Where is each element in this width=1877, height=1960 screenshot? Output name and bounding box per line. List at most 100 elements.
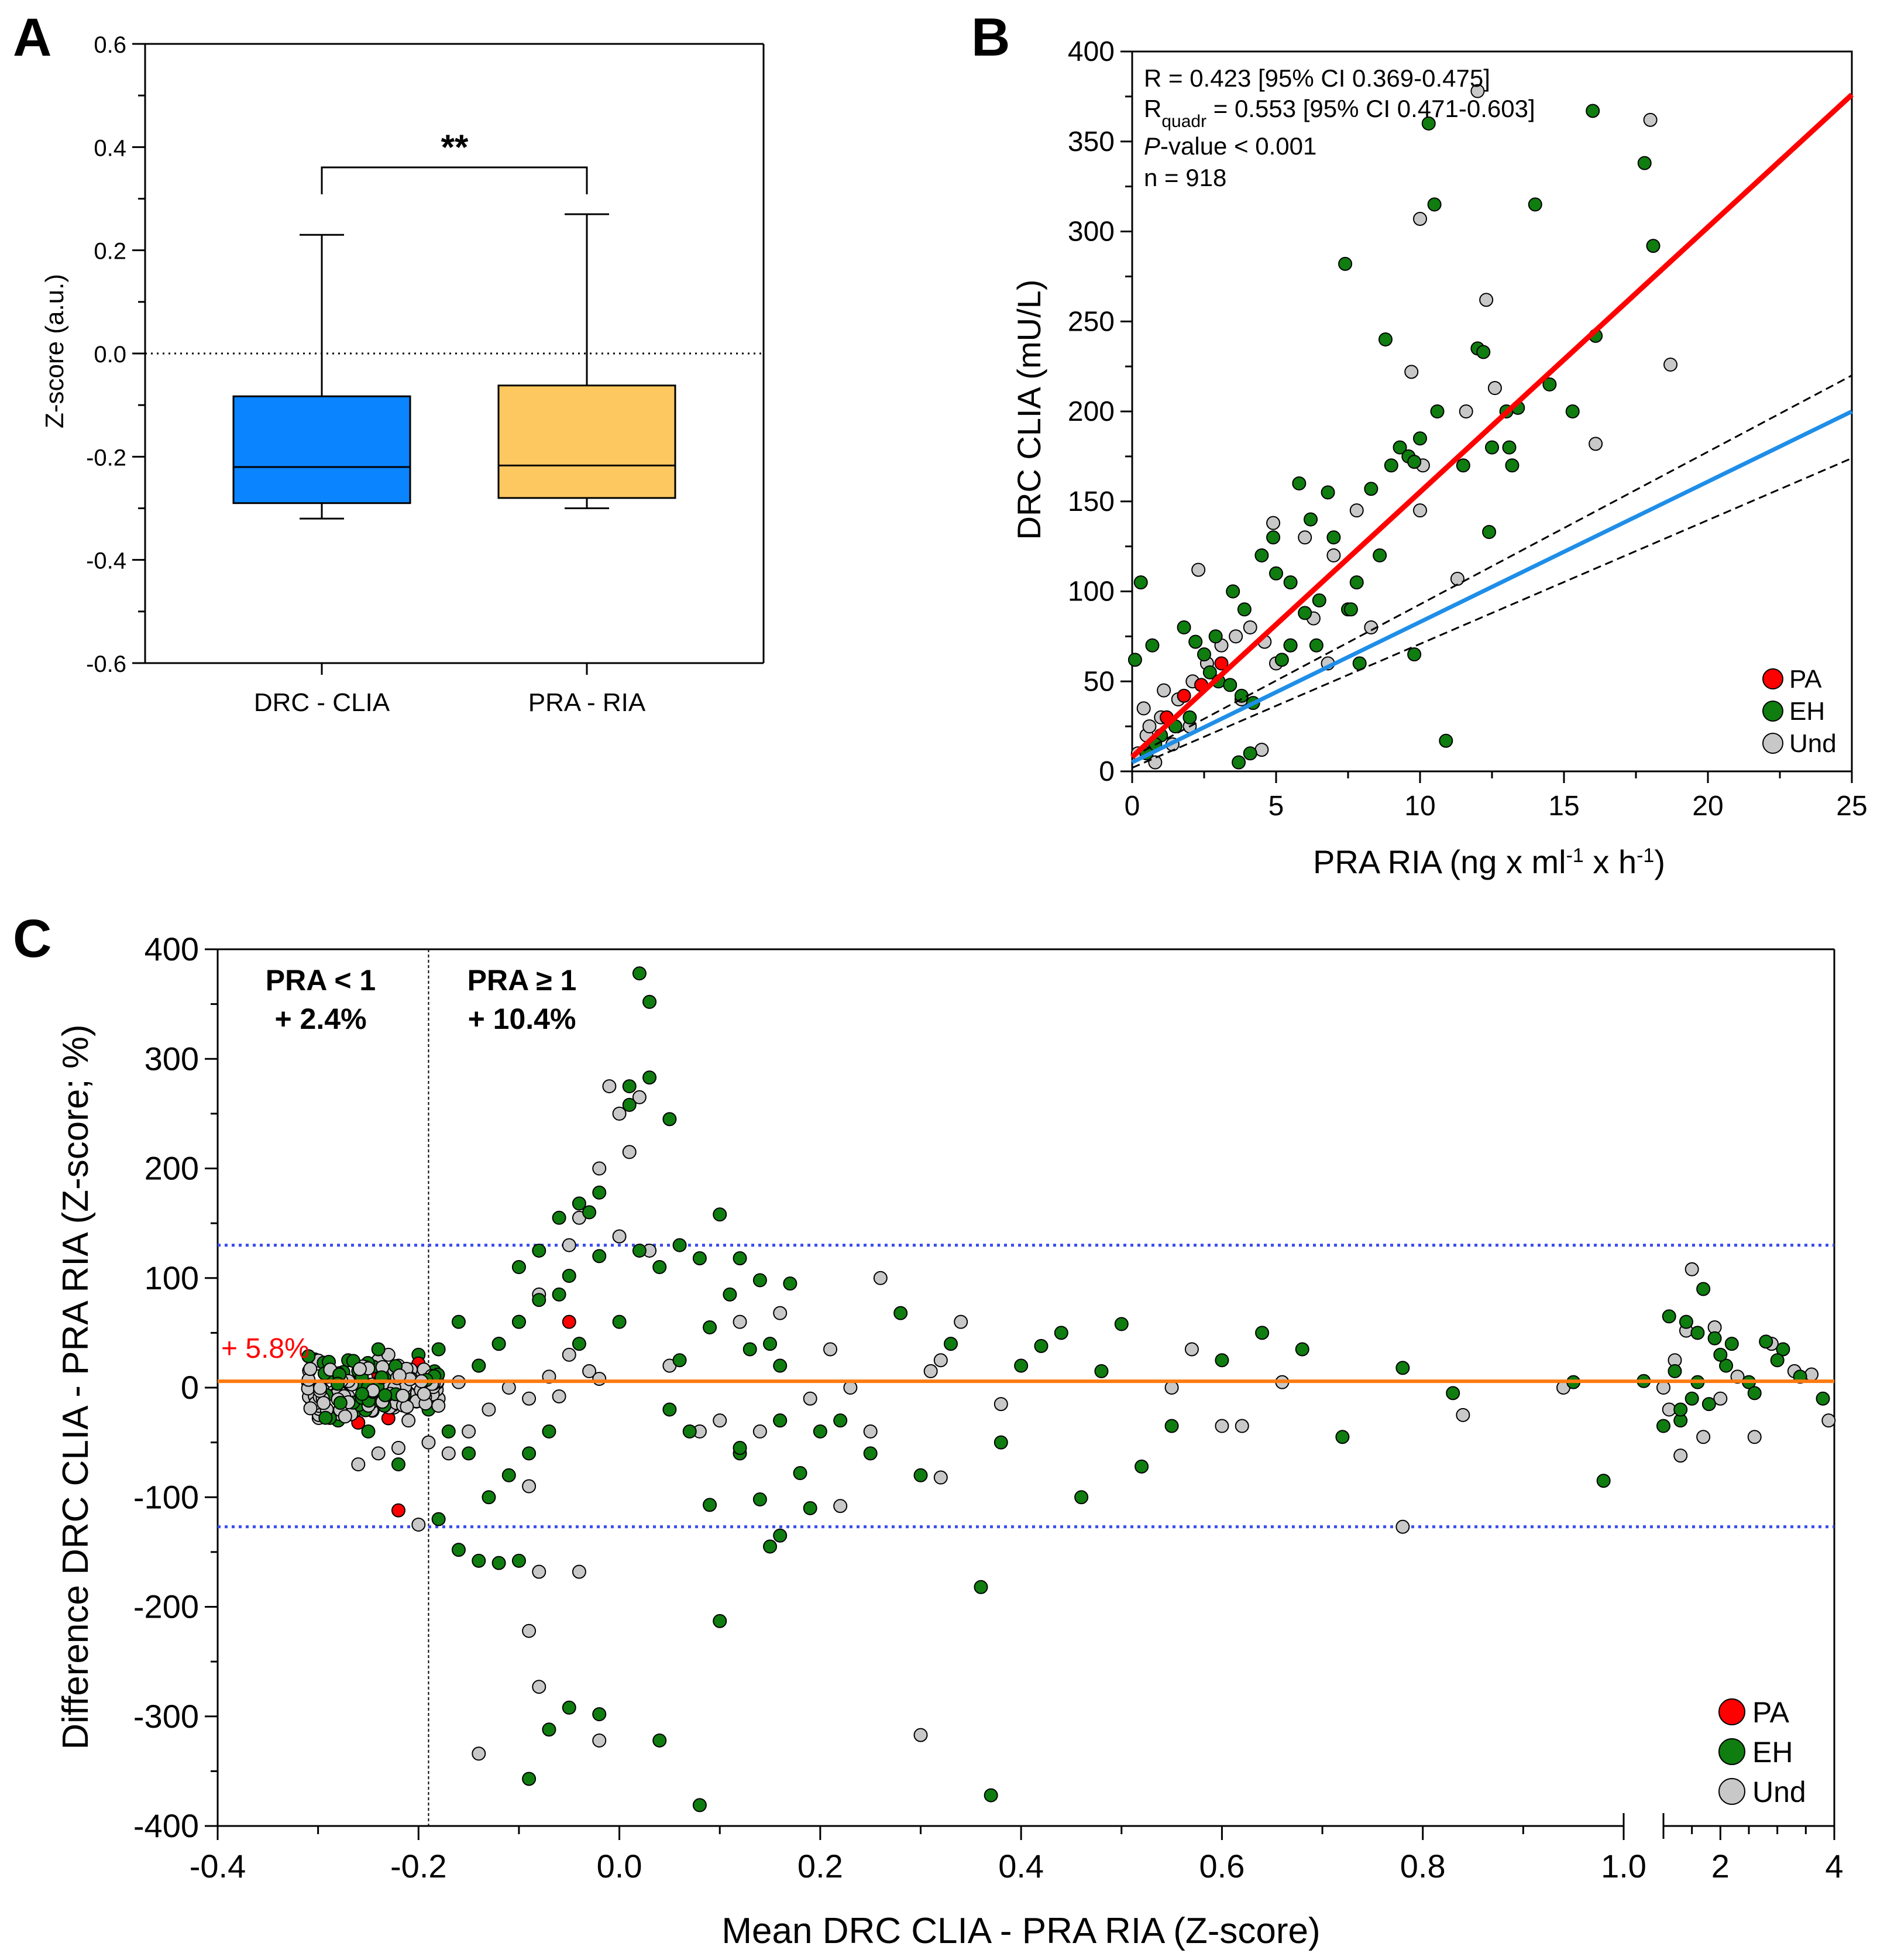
panel-b-label: B (971, 8, 1010, 67)
p-italic: P (1144, 132, 1160, 160)
linear-fit-line (1131, 409, 1853, 764)
point-eh (682, 1424, 697, 1439)
point-eh (1430, 404, 1445, 418)
y-tick-label: 0.2 (94, 239, 126, 265)
point-eh (1188, 634, 1203, 649)
point-und (1696, 1430, 1711, 1444)
y-tick-label: 0 (181, 1369, 199, 1406)
y-tick-label: 0.4 (94, 135, 126, 161)
point-eh (1237, 602, 1252, 617)
point-eh (1439, 733, 1453, 748)
point-eh (833, 1413, 848, 1428)
region-right-title: PRA ≥ 1 (467, 964, 577, 997)
point-eh (893, 1306, 908, 1320)
point-und (421, 1435, 436, 1450)
point-und (532, 1564, 546, 1579)
panel-a-label: A (13, 8, 51, 67)
legend-marker-und (1762, 733, 1783, 754)
y-tick-label: 0.6 (94, 32, 126, 58)
point-und (1148, 755, 1163, 770)
box-2 (497, 385, 676, 499)
y-tick-label: 200 (145, 1150, 199, 1187)
point-eh (1215, 1353, 1229, 1368)
point-eh (1759, 1334, 1773, 1349)
rq-prefix: R (1144, 95, 1161, 122)
ci-lower-line (1132, 457, 1852, 769)
point-eh (752, 1492, 767, 1506)
point-eh (1232, 755, 1246, 770)
point-eh (1202, 665, 1217, 679)
point-eh (1309, 638, 1323, 653)
point-und (1142, 719, 1157, 734)
point-eh (592, 1249, 607, 1264)
point-eh (993, 1435, 1008, 1450)
point-und (351, 1457, 366, 1472)
point-eh (773, 1358, 788, 1373)
point-eh (1637, 156, 1652, 170)
point-und (592, 1161, 607, 1176)
y-tick-label: 100 (145, 1259, 199, 1296)
ci-upper-line (1132, 375, 1852, 758)
legend-marker-eh (1718, 1738, 1745, 1765)
x-tick-label: 25 (1836, 791, 1867, 822)
x-tick-label: 10 (1404, 791, 1435, 822)
point-eh (592, 1707, 607, 1722)
x-tick-label: 0 (1125, 791, 1140, 822)
point-und (933, 1353, 948, 1368)
box-1 (232, 395, 411, 504)
point-und (472, 1746, 486, 1761)
panel-c-y-axis-label: Difference DRC CLIA - PRA RIA (Z-score; … (56, 1024, 96, 1749)
point-eh (622, 1097, 637, 1112)
point-eh (391, 1457, 405, 1472)
point-eh (1427, 197, 1442, 212)
point-und (1164, 1381, 1179, 1395)
point-eh (763, 1337, 778, 1351)
y-tick-label: 50 (1084, 666, 1115, 697)
point-eh (318, 1410, 333, 1425)
point-eh (652, 1733, 667, 1748)
point-eh (1776, 1342, 1790, 1357)
x-tick-label: 0.2 (797, 1848, 843, 1885)
point-eh (1133, 575, 1148, 590)
point-und (602, 1079, 617, 1094)
point-pa (562, 1314, 576, 1329)
point-eh (378, 1388, 393, 1402)
point-eh (723, 1287, 737, 1302)
panel-a: A 0.6 0.4 0.2 0.0 -0.2 -0.4 -0.6 DRC - CLIA PRA … (13, 8, 765, 717)
point-und (863, 1424, 878, 1439)
point-und (522, 1623, 537, 1638)
point-eh (1054, 1326, 1068, 1340)
point-eh (431, 1342, 446, 1357)
point-eh (703, 1498, 717, 1512)
point-und (773, 1306, 788, 1320)
point-und (913, 1728, 928, 1742)
y-tick-label: -200 (133, 1588, 199, 1625)
x-label-end: ) (1654, 843, 1665, 880)
point-und (411, 1518, 426, 1532)
point-und (1470, 84, 1485, 98)
point-eh (582, 1205, 597, 1220)
point-eh (441, 1424, 456, 1439)
point-und (562, 1238, 576, 1252)
point-eh (703, 1320, 717, 1335)
point-eh (572, 1337, 586, 1351)
legend: PA EH Und (1762, 665, 1837, 758)
point-eh (1707, 1331, 1722, 1345)
point-und (371, 1446, 386, 1461)
point-und (1349, 503, 1364, 518)
x-label-sup1: -1 (1566, 845, 1584, 867)
point-eh (1505, 458, 1520, 473)
point-eh (943, 1337, 958, 1351)
legend-label: Und (1789, 729, 1837, 758)
x-tick-label: 4 (1825, 1848, 1843, 1885)
point-und (303, 1362, 318, 1377)
legend-label: PA (1752, 1696, 1790, 1729)
point-und (752, 1424, 767, 1439)
x-tick-label: 0.6 (1199, 1848, 1245, 1885)
point-eh (662, 1402, 677, 1417)
y-tick-label: 0 (1099, 756, 1115, 787)
point-und (1673, 1448, 1688, 1463)
point-eh (763, 1539, 778, 1554)
point-und (1184, 1342, 1199, 1357)
